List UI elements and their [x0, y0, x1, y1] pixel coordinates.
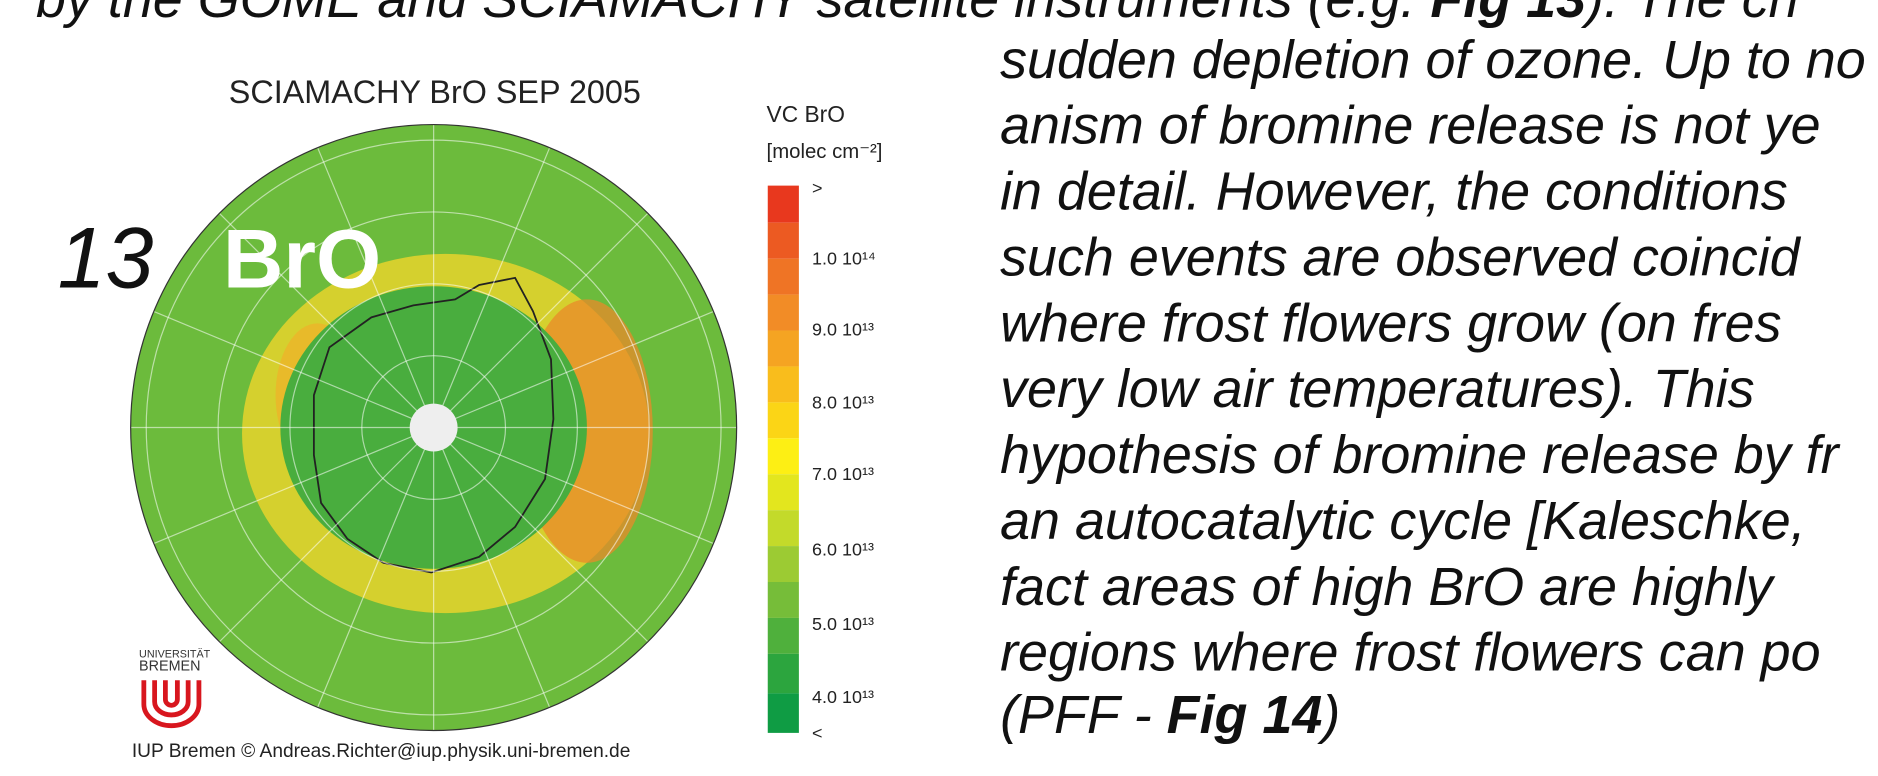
swatch	[767, 474, 799, 511]
colorbar-label: 7.0 10¹³	[812, 464, 874, 484]
pole-gap	[409, 403, 458, 452]
body-line: hypothesis of bromine release by fr	[1000, 425, 1841, 485]
colorbar-labels: > 1.0 10¹⁴ 9.0 10¹³ 8.0 10¹³ 7.0 10¹³ 6.…	[812, 178, 876, 743]
colorbar-label: <	[812, 723, 822, 743]
text-part: by the GOME and SCIAMACHY satellite inst…	[36, 0, 1430, 29]
figure-label: BrO	[223, 211, 381, 305]
text-part: (PFF -	[1000, 685, 1167, 745]
swatch	[767, 258, 799, 295]
swatch	[767, 693, 799, 733]
logo-text: UNIVERSITÄT	[139, 648, 211, 660]
swatch	[767, 438, 799, 475]
swatch	[767, 510, 799, 547]
text-part: ). The ch	[1580, 0, 1799, 29]
logo-text: BREMEN	[139, 659, 200, 675]
body-line: fact areas of high BrO are highly	[1000, 557, 1776, 617]
body-line: very low air temperatures). This	[1000, 359, 1754, 419]
colorbar-label: 9.0 10¹³	[812, 319, 874, 339]
body-line: sudden depletion of ozone. Up to no	[1000, 30, 1866, 90]
map	[130, 124, 737, 731]
body-line: (PFF - Fig 14)	[1000, 685, 1340, 745]
figure-number: 13	[58, 210, 154, 306]
figure-ref: Fig 13	[1430, 0, 1586, 29]
body-line: where frost flowers grow (on fres	[1000, 293, 1781, 353]
colorbar-label: 4.0 10¹³	[812, 687, 874, 707]
figure-ref: Fig 14	[1167, 685, 1323, 745]
swatch	[767, 617, 799, 654]
body-line: regions where frost flowers can po	[1000, 623, 1820, 683]
figure-title: SCIAMACHY BrO SEP 2005	[229, 74, 641, 110]
colorbar-label: 5.0 10¹³	[812, 614, 874, 634]
swatch	[767, 294, 799, 331]
map-border	[130, 123, 738, 732]
colorbar-label: 6.0 10¹³	[812, 540, 874, 560]
body-line: anism of bromine release is not ye	[1000, 96, 1820, 156]
swatch	[767, 402, 799, 439]
swatch	[767, 653, 799, 694]
body-line: such events are observed coincid	[1000, 227, 1802, 287]
colorbar-unit: [molec cm⁻²]	[767, 141, 883, 163]
colorbar-label: >	[812, 178, 822, 198]
body-text: sudden depletion of ozone. Up to noanism…	[1000, 30, 1866, 683]
swatch	[767, 546, 799, 582]
colorbar-label: 8.0 10¹³	[812, 392, 874, 412]
body-line: an autocatalytic cycle [Kaleschke,	[1000, 491, 1806, 551]
colorbar-label: 1.0 10¹⁴	[812, 249, 876, 269]
colorbar-title: VC BrO	[767, 101, 845, 127]
top-line: by the GOME and SCIAMACHY satellite inst…	[36, 0, 1799, 29]
swatch	[767, 582, 799, 618]
swatch	[767, 330, 799, 367]
swatch	[767, 366, 799, 403]
body-line: in detail. However, the conditions	[1000, 162, 1788, 222]
swatch	[767, 185, 799, 223]
logo-mark	[141, 680, 202, 729]
coastline	[312, 276, 555, 574]
figure-credit: IUP Bremen © Andreas.Richter@iup.physik.…	[132, 741, 631, 762]
text-part: )	[1316, 685, 1340, 745]
swatch	[767, 222, 799, 259]
colorbar	[767, 185, 799, 733]
